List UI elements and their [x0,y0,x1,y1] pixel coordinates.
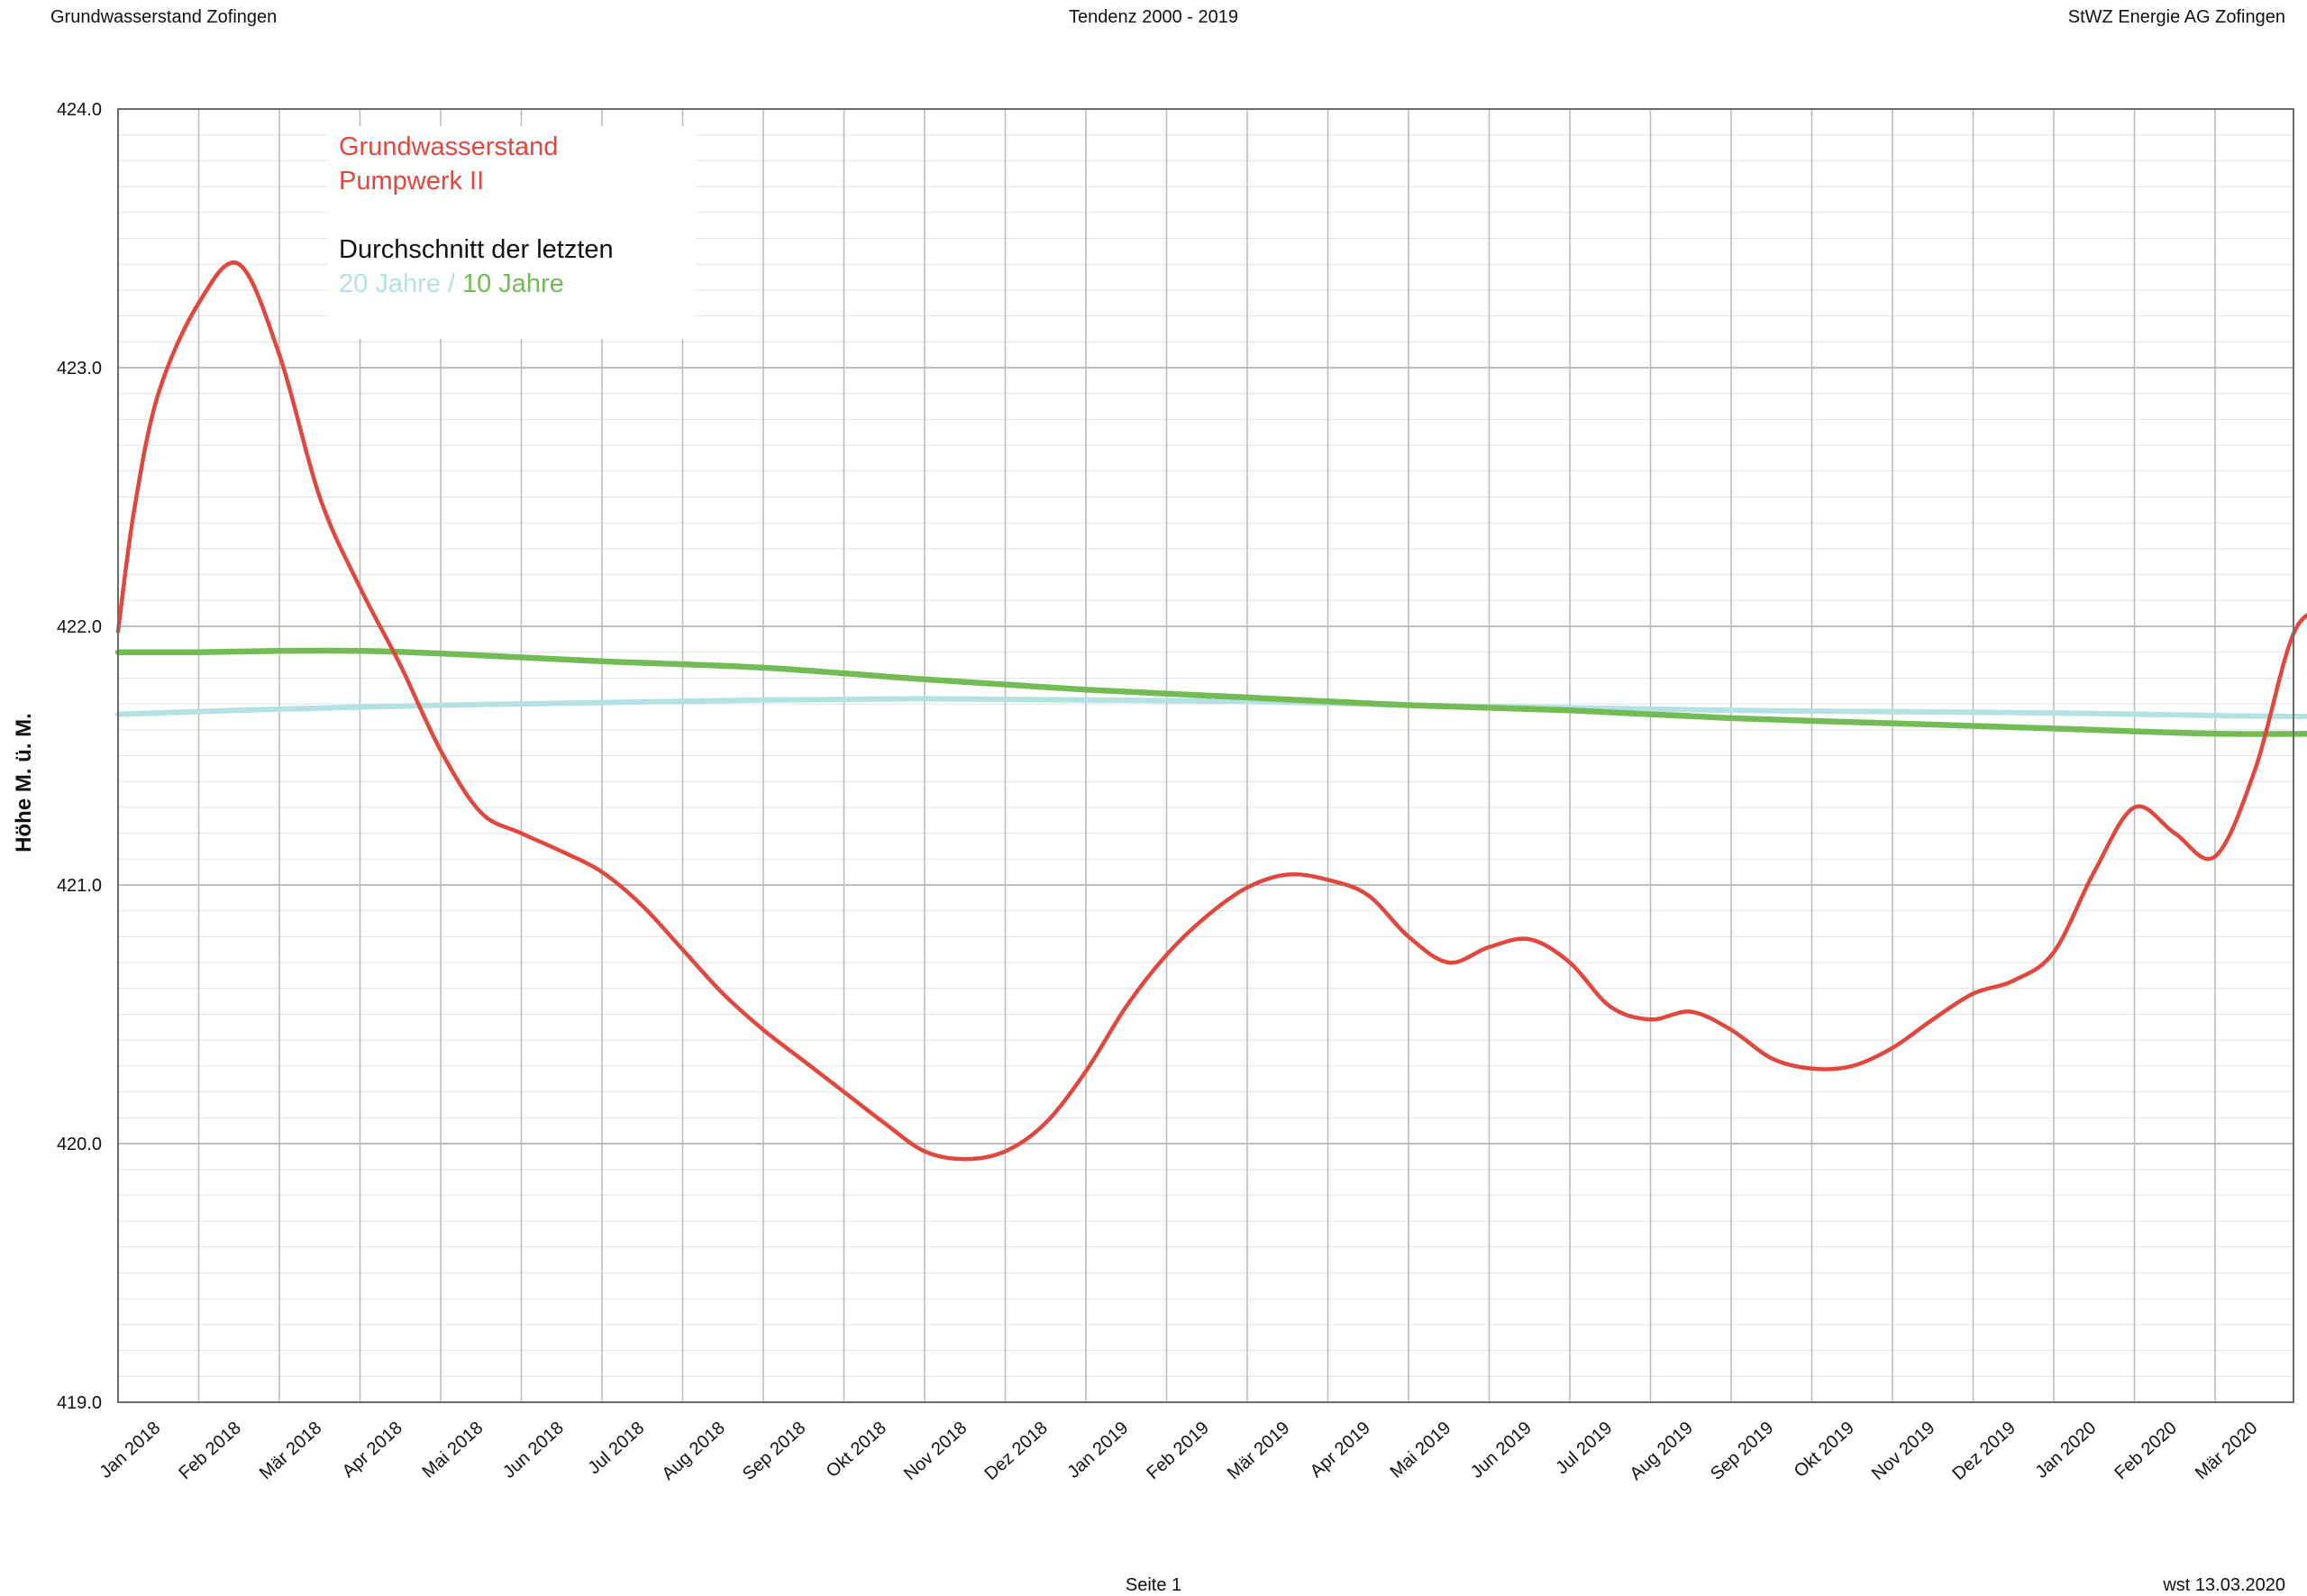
x-tick-label: Jun 2018 [499,1418,568,1482]
legend-10-jahre: 10 Jahre [462,269,564,298]
x-tick-label: Jul 2019 [1552,1418,1616,1478]
header-left-title: Grundwasserstand Zofingen [50,7,278,27]
y-tick-label: 422.0 [57,617,102,637]
legend-pumpwerk-line1: Grundwasserstand [339,132,558,161]
x-tick-label: Nov 2019 [1868,1418,1938,1484]
footer-stamp: wst 13.03.2020 [2163,1575,2285,1595]
series-line-pumpwerk [115,260,2307,1162]
x-tick-label: Mai 2019 [1386,1418,1454,1482]
x-tick-label: Sep 2018 [739,1418,809,1484]
x-tick-label: Feb 2018 [175,1418,245,1483]
y-tick-label: 420.0 [57,1135,102,1154]
y-tick-label: 423.0 [57,359,102,378]
x-tick-label: Okt 2018 [823,1418,890,1482]
x-tick-label: Mär 2019 [1224,1418,1294,1483]
x-axis-ticks: Jan 2018 Feb 2018 Mär 2018 Apr 2018 Mai 2018… [96,1418,2261,1484]
series-lines [114,260,2307,1162]
x-tick-label: Feb 2020 [2111,1418,2181,1483]
x-tick-label: Dez 2019 [1948,1418,2019,1484]
x-tick-label: Aug 2019 [1626,1418,1696,1484]
x-tick-label: Apr 2019 [1307,1418,1374,1482]
x-tick-label: Jul 2018 [584,1418,648,1478]
series-line-avg10 [114,647,2307,737]
legend-average-series: 20 Jahre /10 Jahre [339,269,564,298]
y-axis-ticks: 419.0 420.0 421.0 422.0 423.0 424.0 [57,100,102,1413]
x-tick-label: Apr 2018 [339,1418,406,1482]
x-tick-label: Sep 2019 [1707,1418,1777,1484]
legend-pumpwerk-line2: Pumpwerk II [339,167,484,196]
series-line-avg20 [115,696,2307,720]
x-tick-label: Jan 2018 [96,1418,164,1482]
header-center-title: Tendenz 2000 - 2019 [1069,7,1238,27]
y-tick-label: 424.0 [57,100,102,120]
y-tick-label: 419.0 [57,1393,102,1413]
x-tick-label: Dez 2018 [980,1418,1051,1484]
x-tick-label: Mai 2018 [418,1418,487,1482]
x-tick-label: Nov 2018 [900,1418,971,1484]
legend: Grundwasserstand Pumpwerk II Durchschnit… [339,132,614,298]
legend-box [328,126,696,339]
y-axis-label: Höhe M. ü. M. [12,713,36,853]
x-tick-label: Okt 2019 [1791,1418,1858,1482]
x-tick-label: Jun 2019 [1467,1418,1536,1482]
legend-20-jahre: 20 Jahre / [339,269,456,298]
x-tick-label: Mär 2020 [2192,1418,2262,1483]
plot-frame [117,108,2294,1403]
header-right-company: StWZ Energie AG Zofingen [2067,7,2285,27]
footer-page-number: Seite 1 [1125,1575,1182,1595]
y-tick-label: 421.0 [57,876,102,896]
x-tick-label: Jan 2020 [2031,1418,2100,1482]
minor-gridlines [118,134,2293,1377]
x-tick-label: Aug 2018 [658,1418,728,1484]
x-tick-label: Feb 2019 [1143,1418,1213,1483]
x-tick-label: Mär 2018 [256,1418,326,1483]
legend-average-heading: Durchschnitt der letzten [339,235,614,264]
x-tick-label: Jan 2019 [1063,1418,1132,1482]
